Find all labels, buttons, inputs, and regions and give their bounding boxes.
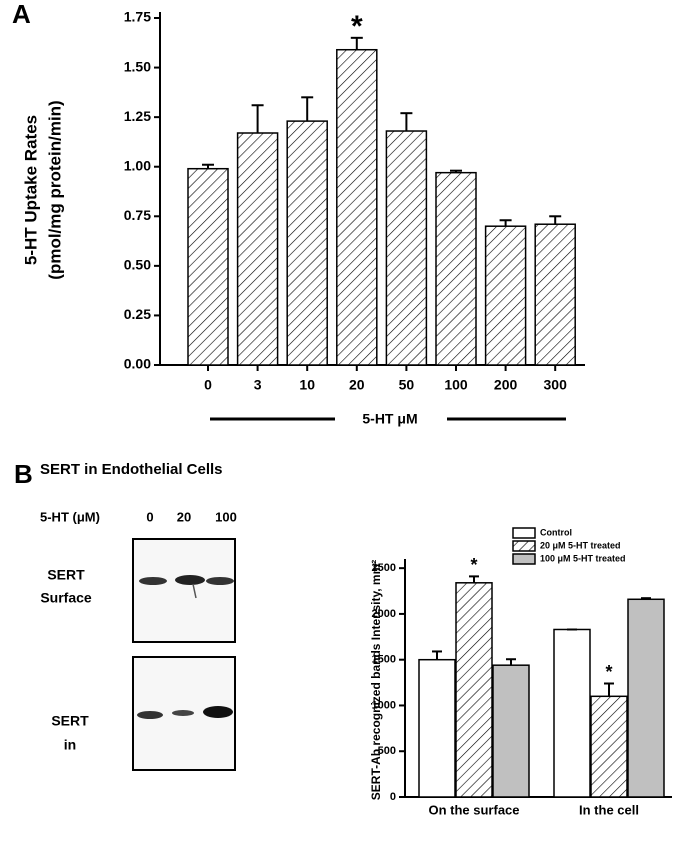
bar	[553, 628, 591, 798]
legend-label: 100 μM 5-HT treated	[540, 553, 626, 563]
bar	[236, 132, 279, 366]
annotation: *	[470, 555, 477, 575]
bar	[590, 695, 628, 798]
error-bar	[604, 682, 614, 697]
error-bar	[400, 112, 413, 132]
bar	[484, 225, 527, 366]
y-tick-label: 1.00	[124, 157, 151, 173]
bar	[492, 664, 530, 798]
y-tick-label: 500	[378, 745, 396, 757]
bar	[385, 130, 428, 366]
y-axis-label: 5-HT Uptake Rates	[21, 115, 40, 265]
error-bar	[641, 597, 651, 600]
x-tick-label: 20	[349, 377, 365, 393]
blot-label: Surface	[40, 590, 92, 606]
x-tick-label: 100	[444, 377, 468, 393]
bar	[187, 167, 229, 366]
error-bar	[506, 658, 516, 666]
bar	[336, 48, 378, 366]
annotation: *	[605, 662, 612, 682]
blot-label: SERT	[51, 713, 89, 729]
y-tick-label: 1000	[372, 699, 396, 711]
error-bar	[549, 215, 562, 225]
y-tick-label: 0	[390, 791, 396, 803]
bar	[534, 223, 576, 366]
x-tick-label: 50	[399, 377, 415, 393]
y-tick-label: 1500	[372, 654, 396, 666]
blot-label: SERT	[47, 567, 85, 583]
error-bar	[202, 163, 214, 169]
legend-swatch	[512, 540, 536, 552]
bar	[455, 582, 493, 798]
annotation: *	[351, 10, 363, 43]
bar	[418, 658, 456, 798]
panel-label: A	[12, 0, 31, 29]
dose: 0	[146, 509, 153, 524]
y-tick-label: 2000	[372, 608, 396, 620]
error-bar	[432, 650, 442, 660]
error-bar	[450, 169, 462, 173]
dose: 20	[177, 509, 191, 524]
bar	[435, 171, 477, 366]
x-tick-label: 200	[494, 377, 518, 393]
x-axis-label: 5-HT μM	[362, 411, 417, 427]
dose: 100	[215, 509, 237, 524]
y-tick-label: 0.00	[124, 356, 151, 372]
y-tick-label: 1.50	[124, 58, 151, 74]
y-tick-label: 0.75	[124, 207, 151, 223]
bar	[627, 598, 665, 798]
x-tick-label: In the cell	[579, 802, 639, 817]
y-axis-label: (pmol/mg protein/min)	[45, 100, 64, 279]
bar	[286, 120, 328, 366]
x-tick-label: 0	[204, 377, 212, 393]
y-tick-label: 2500	[372, 562, 396, 574]
x-tick-label: 300	[544, 377, 568, 393]
panel-label: B	[14, 459, 33, 489]
error-bar	[499, 219, 512, 227]
y-tick-label: 1.75	[124, 9, 151, 25]
error-bar	[350, 36, 363, 50]
y-tick-label: 1.25	[124, 108, 151, 124]
blot	[132, 656, 236, 771]
x-tick-label: On the surface	[428, 802, 519, 817]
error-bar	[301, 96, 314, 122]
panel-title: SERT in Endothelial Cells	[40, 461, 223, 478]
legend-swatch	[512, 527, 536, 539]
blot-label: in	[64, 737, 76, 753]
legend-swatch	[512, 553, 536, 565]
x-tick-label: 3	[254, 377, 262, 393]
dose-label: 5-HT (μM)	[40, 509, 100, 524]
blot	[132, 538, 236, 643]
y-tick-label: 0.50	[124, 257, 151, 273]
error-bar	[469, 575, 479, 583]
legend-label: Control	[540, 527, 572, 537]
y-axis-label: SERT-Ab recognized bands Intensity, mm²	[369, 560, 383, 800]
legend-label: 20 μM 5-HT treated	[540, 540, 621, 550]
x-tick-label: 10	[299, 377, 315, 393]
y-tick-label: 0.25	[124, 306, 151, 322]
error-bar	[251, 104, 264, 134]
